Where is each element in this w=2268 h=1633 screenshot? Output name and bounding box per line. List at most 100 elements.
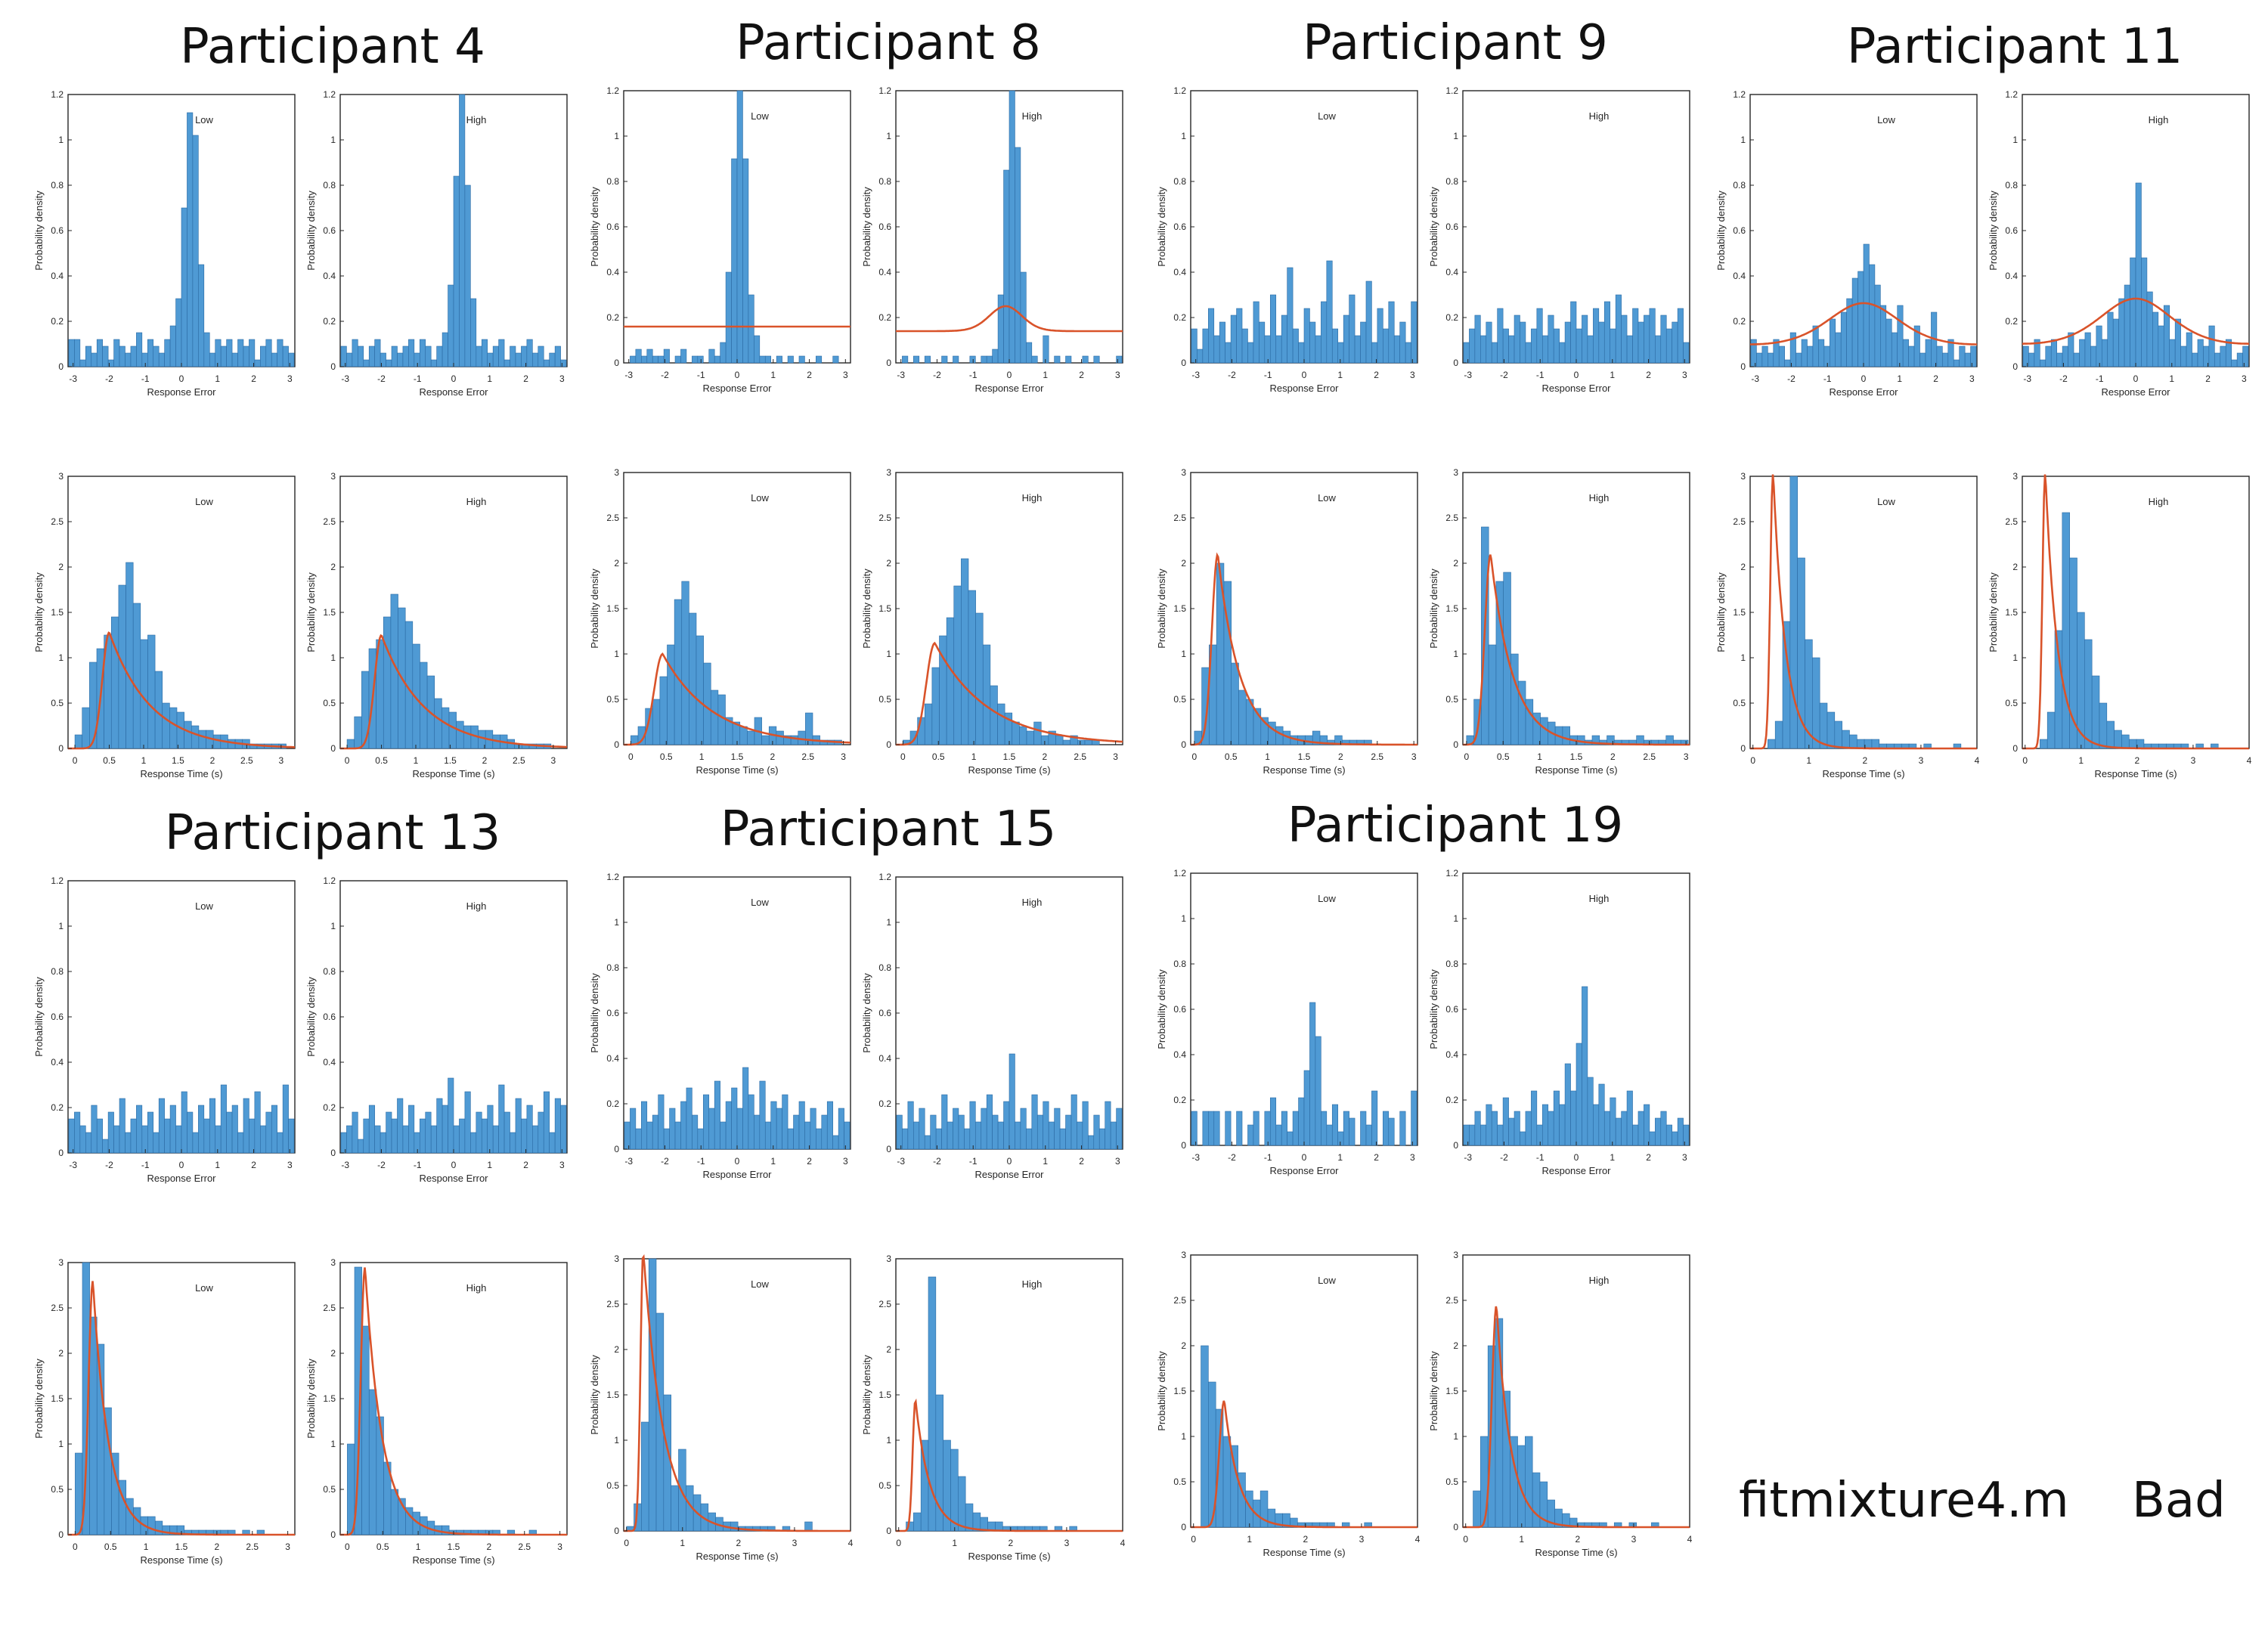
- x-tick-label: 3: [287, 373, 293, 384]
- histogram-bar: [717, 694, 726, 745]
- histogram-bar: [1292, 328, 1299, 364]
- y-tick-label: 1.5: [878, 1390, 891, 1400]
- histogram-bar: [1621, 315, 1628, 364]
- x-tick-label: 1: [1043, 370, 1048, 380]
- x-tick-label: -2: [1228, 370, 1236, 380]
- x-tick-label: 0: [628, 751, 634, 762]
- histogram-bar: [249, 1118, 256, 1154]
- histogram-bar: [1486, 1104, 1492, 1146]
- histogram-bar: [368, 346, 375, 367]
- histogram-bar: [448, 284, 454, 367]
- condition-label: Low: [1318, 110, 1336, 122]
- condition-label: Low: [1877, 496, 1895, 507]
- y-axis-label: Probability density: [33, 191, 45, 271]
- x-tick-label: 0: [73, 1542, 78, 1552]
- histogram-bar: [1525, 342, 1532, 364]
- histogram-bar: [1377, 308, 1383, 364]
- histogram-bar: [1202, 1111, 1209, 1146]
- fit-curve: [624, 652, 851, 746]
- histogram-bar: [1532, 1472, 1541, 1528]
- y-tick-label: 1.5: [51, 607, 64, 618]
- y-tick-label: 0.6: [1173, 1004, 1186, 1015]
- y-tick-label: 3: [330, 1257, 336, 1268]
- histogram-bar: [1371, 1090, 1378, 1146]
- y-tick-label: 1.5: [1733, 607, 1746, 618]
- histogram-bar: [228, 739, 236, 749]
- histogram-bar: [696, 635, 704, 745]
- histogram-bar: [1823, 346, 1830, 367]
- histogram-bar: [237, 339, 244, 367]
- histogram-bar: [907, 1101, 914, 1150]
- histogram-bar: [997, 294, 1004, 364]
- y-tick-label: 0.4: [878, 267, 891, 277]
- histogram-bar: [1636, 735, 1644, 745]
- y-axis-label: Probability density: [1715, 191, 1727, 271]
- histogram-bar: [147, 1111, 154, 1154]
- x-tick-label: -1: [969, 370, 978, 380]
- histogram-bar: [68, 1118, 75, 1154]
- histogram-bar: [1849, 734, 1857, 749]
- fit-curve: [624, 1254, 850, 1532]
- histogram-bar: [358, 1139, 364, 1154]
- histogram-bar: [1486, 321, 1492, 364]
- histogram-bar: [1275, 335, 1282, 364]
- histogram-bar: [85, 346, 92, 367]
- x-tick-label: 1: [699, 751, 705, 762]
- y-tick-label: 0.5: [1445, 1477, 1458, 1487]
- participant-charts-svg: -3 -2 -1 0 1 2 3 0 0.2 0.4 0.6 0.8 1 1.2 Response Erro…: [589, 85, 1123, 776]
- histogram-bar: [487, 1105, 494, 1154]
- y-axis-label: Probability density: [33, 572, 45, 652]
- condition-label: High: [466, 900, 487, 912]
- y-tick-label: 0.8: [51, 180, 64, 191]
- histogram-bar: [2141, 257, 2148, 367]
- y-tick-label: 0.5: [606, 1480, 619, 1491]
- histogram-bar: [1411, 1090, 1418, 1146]
- x-tick-label: -1: [414, 1160, 422, 1170]
- histogram-bar: [1019, 726, 1027, 745]
- x-tick-label: 0: [896, 1538, 901, 1548]
- histogram-bar: [652, 355, 658, 364]
- histogram-bar: [374, 1125, 381, 1154]
- histogram-bar: [1383, 328, 1390, 364]
- histogram-bar: [1541, 335, 1549, 364]
- histogram-bar: [931, 667, 940, 745]
- y-tick-label: 0.2: [1733, 316, 1746, 327]
- y-tick-label: 0: [330, 361, 336, 372]
- histogram-bar: [1621, 1111, 1628, 1146]
- histogram-bar: [456, 720, 464, 749]
- x-tick-label: -3: [1191, 370, 1200, 380]
- x-tick-label: 1: [1337, 370, 1343, 380]
- condition-label: High: [2149, 496, 2169, 507]
- histogram-bar: [538, 1111, 544, 1154]
- histogram-bar: [442, 332, 448, 367]
- histogram-bar: [708, 349, 715, 364]
- histogram-bar: [1474, 315, 1481, 364]
- histogram-bar: [1474, 1111, 1481, 1146]
- y-tick-label: 1.2: [878, 85, 891, 96]
- histogram-bar: [1393, 335, 1400, 364]
- histogram-bar: [641, 1101, 648, 1150]
- histogram-bar: [265, 339, 272, 367]
- x-axis-label: Response Time (s): [140, 1554, 222, 1566]
- histogram-bar: [1269, 294, 1277, 364]
- histogram-bar: [198, 1105, 205, 1154]
- histogram-bar: [1626, 335, 1633, 364]
- x-tick-label: 3: [1115, 370, 1120, 380]
- x-tick-label: 2: [1303, 1534, 1309, 1545]
- histogram-bar: [2046, 711, 2056, 749]
- participant-6-time-panel-high: 0 1 2 3 4 0 0.5 1 1.5 2 2.5 3 Response Time (s) Proba…: [861, 1253, 1126, 1562]
- x-tick-label: 2: [1933, 373, 1938, 384]
- histogram-bar: [554, 1098, 561, 1154]
- histogram-bar: [1305, 735, 1313, 745]
- condition-label: Low: [751, 1278, 769, 1290]
- histogram-bar: [1644, 1104, 1650, 1146]
- x-tick-label: 4: [2247, 755, 2252, 766]
- histogram-bar: [1070, 1094, 1077, 1150]
- histogram-bar: [288, 352, 295, 367]
- histogram-bar: [1540, 717, 1548, 745]
- histogram-bar: [1660, 315, 1667, 364]
- histogram-bar: [1469, 1124, 1476, 1146]
- histogram-bar: [1491, 1111, 1498, 1146]
- fit-curve: [68, 631, 295, 750]
- x-tick-label: 0: [2133, 373, 2139, 384]
